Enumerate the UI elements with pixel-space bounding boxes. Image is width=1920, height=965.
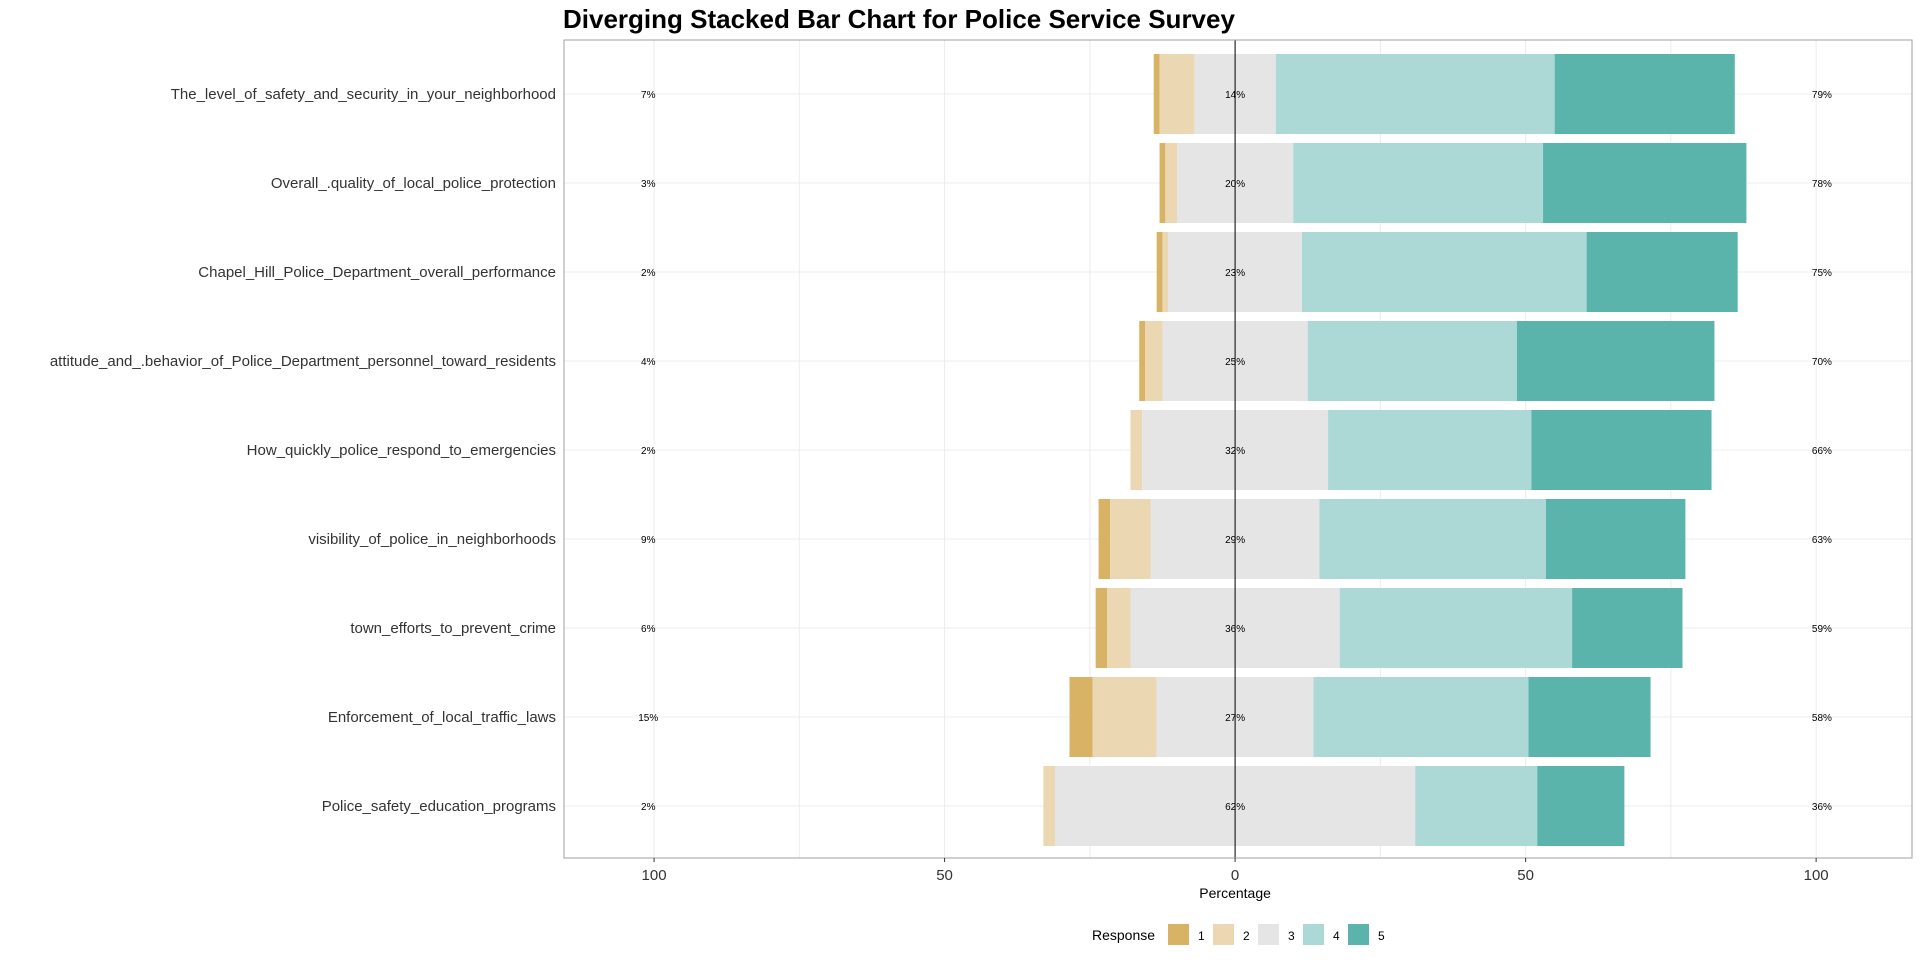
high-percent-label: 36% xyxy=(1812,802,1832,813)
bar-segment-response-5 xyxy=(1545,499,1686,579)
category-label: town_efforts_to_prevent_crime xyxy=(350,620,556,637)
bar-segment-response-1 xyxy=(1098,499,1111,579)
neutral-percent-label: 27% xyxy=(1225,713,1245,724)
category-label: Enforcement_of_local_traffic_laws xyxy=(328,709,556,726)
high-percent-label: 79% xyxy=(1812,90,1832,101)
legend-key-4 xyxy=(1303,924,1324,945)
high-percent-label: 66% xyxy=(1812,446,1832,457)
low-percent-label: 3% xyxy=(641,179,656,190)
bar-segment-response-4 xyxy=(1415,766,1538,846)
category-label: Overall_.quality_of_local_police_protect… xyxy=(271,175,556,192)
high-percent-label: 63% xyxy=(1812,535,1832,546)
category-label: The_level_of_safety_and_security_in_your… xyxy=(171,86,556,103)
bar-segment-response-1 xyxy=(1069,677,1093,757)
low-percent-label: 2% xyxy=(641,802,656,813)
panel-border xyxy=(563,39,1913,859)
legend-key-2 xyxy=(1213,924,1234,945)
neutral-percent-label: 62% xyxy=(1225,802,1245,813)
chart-title: Diverging Stacked Bar Chart for Police S… xyxy=(563,4,1235,34)
bar-segment-response-5 xyxy=(1572,588,1683,668)
category-label: visibility_of_police_in_neighborhoods xyxy=(308,531,556,548)
bar-segment-response-5 xyxy=(1528,677,1651,757)
bar-segment-response-1 xyxy=(1153,54,1160,134)
bar-segment-response-4 xyxy=(1339,588,1573,668)
bar-segment-response-1 xyxy=(1156,232,1163,312)
low-percent-label: 9% xyxy=(641,535,656,546)
bar-segment-response-2 xyxy=(1092,677,1157,757)
bar-segment-response-2 xyxy=(1159,54,1195,134)
bar-segment-response-5 xyxy=(1516,321,1715,401)
label-layer: 7% 14% 79% 3% 20% 78% 2% 23% 75% 4% 25% 70% 2% 32% 66%… xyxy=(638,90,1832,813)
bar-segment-response-2 xyxy=(1110,499,1151,579)
legend-label-4: 4 xyxy=(1333,929,1340,943)
bar-segment-response-2 xyxy=(1165,143,1177,223)
low-percent-label: 2% xyxy=(641,446,656,457)
bar-segment-response-2 xyxy=(1145,321,1163,401)
neutral-percent-label: 29% xyxy=(1225,535,1245,546)
bar-segment-response-5 xyxy=(1586,232,1738,312)
bar-segment-response-2 xyxy=(1130,410,1143,490)
bar-layer xyxy=(1043,54,1747,846)
high-percent-label: 78% xyxy=(1812,179,1832,190)
bar-segment-response-1 xyxy=(1159,143,1166,223)
bar-segment-response-2 xyxy=(1043,766,1055,846)
bar-segment-response-4 xyxy=(1328,410,1532,490)
high-percent-label: 75% xyxy=(1812,268,1832,279)
x-tick-label: 100 xyxy=(1804,867,1829,884)
high-percent-label: 70% xyxy=(1812,357,1832,368)
low-percent-label: 15% xyxy=(638,713,658,724)
low-percent-label: 6% xyxy=(641,624,656,635)
bar-segment-response-5 xyxy=(1537,766,1625,846)
neutral-percent-label: 20% xyxy=(1225,179,1245,190)
bar-segment-response-4 xyxy=(1313,677,1529,757)
high-percent-label: 58% xyxy=(1812,713,1832,724)
category-label: attitude_and_.behavior_of_Police_Departm… xyxy=(50,353,556,370)
x-tick-label: 50 xyxy=(1517,867,1534,884)
neutral-percent-label: 23% xyxy=(1225,268,1245,279)
axis-layer: The_level_of_safety_and_security_in_your… xyxy=(50,86,1829,884)
x-axis-title: Percentage xyxy=(1199,885,1271,901)
bar-segment-response-4 xyxy=(1319,499,1546,579)
legend: Response 1 2 3 4 5 xyxy=(1092,924,1385,945)
legend-label-2: 2 xyxy=(1243,929,1250,943)
legend-label-5: 5 xyxy=(1378,929,1385,943)
category-label: Chapel_Hill_Police_Department_overall_pe… xyxy=(198,264,556,281)
bar-segment-response-5 xyxy=(1531,410,1712,490)
low-percent-label: 4% xyxy=(641,357,656,368)
x-tick-label: 50 xyxy=(936,867,953,884)
x-tick-label: 100 xyxy=(642,867,667,884)
high-percent-label: 59% xyxy=(1812,624,1832,635)
bar-segment-response-4 xyxy=(1307,321,1517,401)
category-label: Police_safety_education_programs xyxy=(322,798,556,815)
legend-label-1: 1 xyxy=(1198,929,1205,943)
legend-title: Response xyxy=(1092,927,1155,943)
bar-segment-response-2 xyxy=(1162,232,1169,312)
low-percent-label: 7% xyxy=(641,90,656,101)
bar-segment-response-5 xyxy=(1543,143,1747,223)
bar-segment-response-4 xyxy=(1293,143,1544,223)
x-tick-label: 0 xyxy=(1231,867,1239,884)
neutral-percent-label: 36% xyxy=(1225,624,1245,635)
low-percent-label: 2% xyxy=(641,268,656,279)
neutral-percent-label: 25% xyxy=(1225,357,1245,368)
legend-key-3 xyxy=(1258,924,1279,945)
bar-segment-response-2 xyxy=(1107,588,1131,668)
category-label: How_quickly_police_respond_to_emergencie… xyxy=(247,442,556,459)
bar-segment-response-4 xyxy=(1275,54,1555,134)
bar-segment-response-1 xyxy=(1095,588,1108,668)
bar-segment-response-4 xyxy=(1301,232,1587,312)
legend-key-5 xyxy=(1348,924,1369,945)
bar-segment-response-5 xyxy=(1554,54,1735,134)
neutral-percent-label: 32% xyxy=(1225,446,1245,457)
legend-key-1 xyxy=(1168,924,1189,945)
legend-label-3: 3 xyxy=(1288,929,1295,943)
bar-segment-response-1 xyxy=(1139,321,1146,401)
neutral-percent-label: 14% xyxy=(1225,90,1245,101)
